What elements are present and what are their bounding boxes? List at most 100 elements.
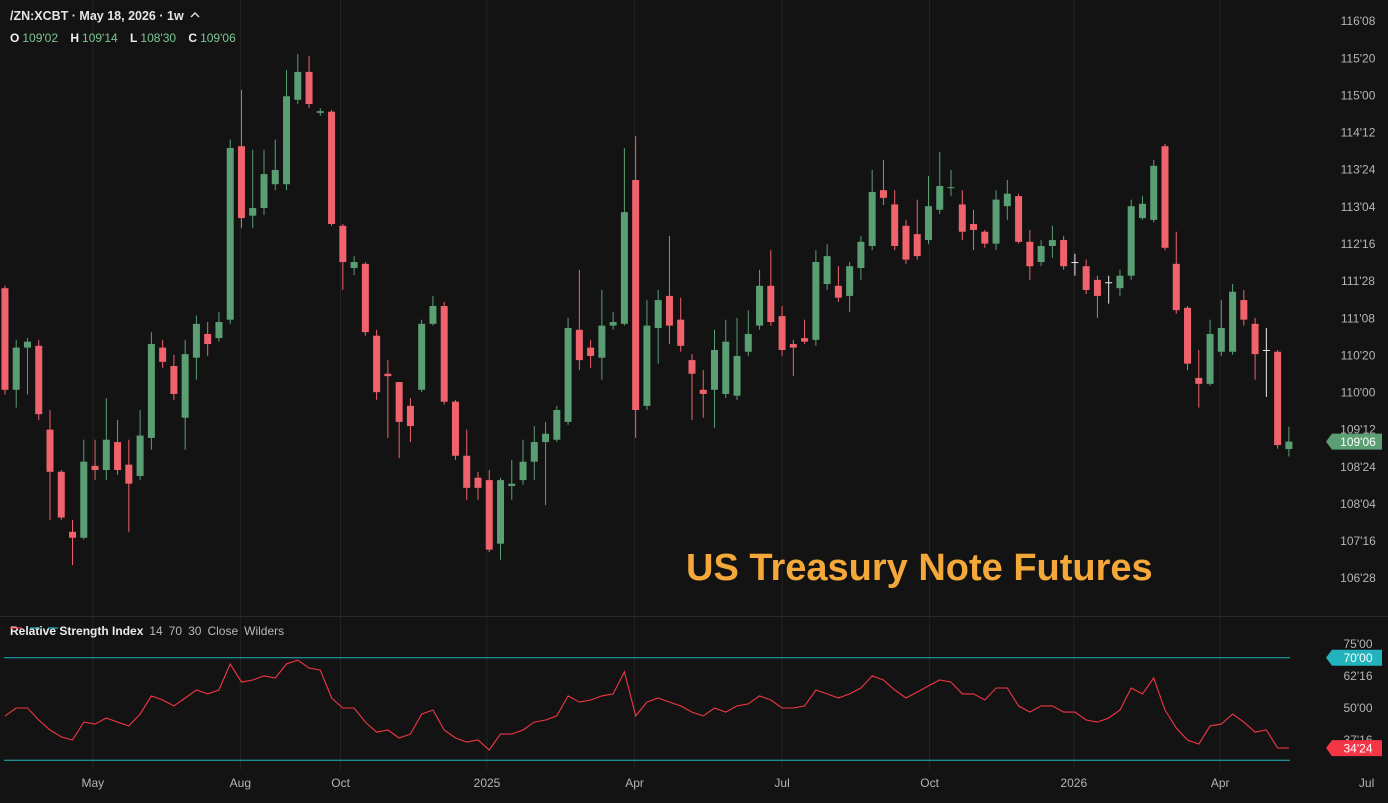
ohlc-legend: O 109'02 H 109'14 L 108'30 C 109'06 <box>10 31 245 45</box>
candle-body <box>1138 203 1146 219</box>
candle-body <box>587 347 595 356</box>
candle-body <box>924 206 932 241</box>
candle-body <box>463 455 471 488</box>
candle-body <box>1206 333 1214 384</box>
candle-body <box>260 174 268 208</box>
candle-body <box>767 285 775 323</box>
candle-body <box>316 111 324 113</box>
candle-body <box>1093 279 1101 296</box>
x-tick-label: 2025 <box>474 776 501 790</box>
legend-key: O <box>10 31 20 45</box>
candle-body <box>1195 377 1203 384</box>
candle-body <box>384 373 392 377</box>
candle-body <box>530 442 538 462</box>
annotation: US Treasury Note Futures <box>686 547 1153 589</box>
candle-body <box>823 256 831 285</box>
candle-body <box>283 96 291 185</box>
candle-body <box>1274 351 1282 446</box>
x-tick-label: Jul <box>774 776 789 790</box>
y-tick-label: 112'16 <box>1341 237 1376 251</box>
candle-body <box>958 204 966 232</box>
candle-body <box>834 285 842 298</box>
y-tick-label: 108'24 <box>1340 460 1376 474</box>
candle-body <box>744 333 752 352</box>
candle-body <box>474 477 482 488</box>
candle-body <box>1026 241 1034 267</box>
candle-body <box>722 341 730 394</box>
rsi-legend[interactable]: Relative Strength Index 14 70 30 Close Wilder… <box>10 624 290 638</box>
candle-body <box>1105 282 1113 284</box>
x-tick-label: Apr <box>625 776 644 790</box>
candle-body <box>125 464 133 484</box>
candle-body <box>46 429 54 472</box>
y-tick-label: 110'20 <box>1341 348 1376 362</box>
candle-body <box>947 187 955 189</box>
y-tick-label: 106'28 <box>1340 571 1376 585</box>
candle-body <box>981 231 989 244</box>
candle-body <box>114 442 122 471</box>
candle-body <box>249 207 257 216</box>
candle-body <box>1240 300 1248 320</box>
rsi-value-tag: 34'24 <box>1344 741 1373 755</box>
y-tick-label: 50'00 <box>1344 701 1373 715</box>
candle-body <box>237 146 245 219</box>
candle-body <box>733 355 741 396</box>
candle-body <box>564 328 572 422</box>
candle-body <box>801 338 809 342</box>
candle-body <box>699 389 707 394</box>
legend-value: 109'02 <box>22 31 59 45</box>
candle-body <box>868 191 876 246</box>
candle-body <box>440 306 448 402</box>
candle-body <box>485 480 493 550</box>
candle-body <box>1082 266 1090 290</box>
symbol-title: /ZN:XCBT · May 18, 2026 · 1w <box>10 9 184 23</box>
candle-body <box>57 471 65 518</box>
candle-body <box>1161 146 1169 248</box>
candle-body <box>102 439 110 471</box>
last-price-tag: 109'06 <box>1340 435 1376 449</box>
legend-value: 108'30 <box>140 31 177 45</box>
candle-body <box>1229 291 1237 352</box>
candle-body <box>879 190 887 198</box>
x-tick-label: Aug <box>230 776 251 790</box>
candle-body <box>1262 349 1270 351</box>
candle-body <box>1184 307 1192 364</box>
rsi-line <box>4 659 1289 751</box>
candle-body <box>373 335 381 393</box>
candle-body <box>1217 328 1225 352</box>
legend-value: 109'14 <box>82 31 118 45</box>
candle-body <box>80 461 88 538</box>
candle-body <box>1 288 9 390</box>
candle-body <box>913 234 921 257</box>
candle-body <box>654 300 662 328</box>
candle-body <box>688 360 696 374</box>
candle-body <box>361 263 369 333</box>
candle-body <box>542 433 550 443</box>
candle-body <box>609 322 617 326</box>
candle-body <box>553 410 561 440</box>
collapse-icon[interactable] <box>190 11 200 19</box>
y-tick-label: 113'04 <box>1341 200 1376 214</box>
y-tick-label: 110'00 <box>1341 386 1376 400</box>
candle-body <box>1285 441 1293 450</box>
candle-body <box>812 262 820 340</box>
y-tick-label: 114'12 <box>1341 126 1376 140</box>
candle-body <box>181 354 189 418</box>
candle-body <box>1003 193 1011 207</box>
candle-body <box>598 325 606 358</box>
x-tick-label: 2026 <box>1060 776 1087 790</box>
rsi-param: Close <box>207 624 239 638</box>
candle-body <box>756 285 764 326</box>
candle-body <box>1060 240 1068 267</box>
symbol-header[interactable]: /ZN:XCBT · May 18, 2026 · 1w <box>10 9 200 23</box>
candle-body <box>305 71 313 104</box>
candle-body <box>339 225 347 263</box>
candle-body <box>1127 206 1135 276</box>
candle-body <box>677 319 685 346</box>
candle-body <box>91 465 99 471</box>
y-tick-label: 109'12 <box>1340 423 1376 437</box>
candle-body <box>418 323 426 390</box>
candle-body <box>846 266 854 296</box>
y-tick-label: 115'20 <box>1341 51 1376 65</box>
level-tag: 70'00 <box>1344 651 1373 665</box>
